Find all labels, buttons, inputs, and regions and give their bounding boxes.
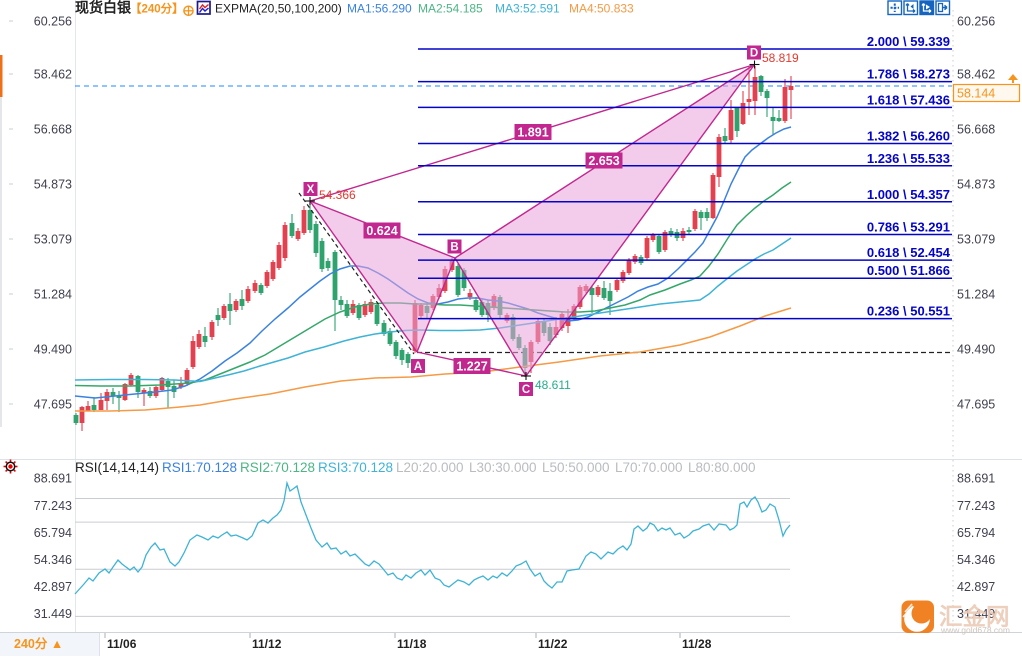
svg-text:RSI(14,14,14): RSI(14,14,14) — [75, 460, 159, 475]
svg-text:MA4:50.833: MA4:50.833 — [569, 2, 634, 16]
svg-text:B: B — [450, 242, 458, 254]
svg-text:RSI3:70.128: RSI3:70.128 — [318, 460, 393, 475]
svg-text:11/06: 11/06 — [107, 637, 137, 651]
svg-text:60.256: 60.256 — [957, 15, 995, 29]
svg-text:56.668: 56.668 — [957, 123, 995, 137]
svg-text:现货白银: 现货白银 — [75, 0, 132, 16]
svg-text:EXPMA(20,50,100,200): EXPMA(20,50,100,200) — [215, 2, 342, 16]
svg-text:MA2:54.185: MA2:54.185 — [418, 2, 483, 16]
svg-text:47.695: 47.695 — [957, 398, 995, 412]
svg-text:51.284: 51.284 — [34, 288, 72, 302]
svg-text:www.gold678.com: www.gold678.com — [940, 625, 1010, 635]
svg-text:88.691: 88.691 — [34, 472, 72, 486]
svg-text:汇金网: 汇金网 — [939, 603, 1010, 630]
svg-text:42.897: 42.897 — [957, 580, 995, 594]
svg-text:0.500 \ 51.866: 0.500 \ 51.866 — [867, 263, 950, 278]
svg-text:11/28: 11/28 — [682, 637, 712, 651]
svg-text:240分 ▲: 240分 ▲ — [14, 636, 63, 651]
svg-text:48.611: 48.611 — [535, 378, 571, 392]
svg-text:54.346: 54.346 — [34, 553, 72, 567]
svg-text:RSI1:70.128: RSI1:70.128 — [162, 460, 237, 475]
svg-text:2.000 \ 59.339: 2.000 \ 59.339 — [867, 34, 950, 49]
svg-text:60.256: 60.256 — [34, 15, 72, 29]
svg-text:88.691: 88.691 — [957, 472, 995, 486]
svg-text:RSI2:70.128: RSI2:70.128 — [240, 460, 315, 475]
svg-text:58.462: 58.462 — [957, 68, 995, 82]
svg-text:65.794: 65.794 — [957, 526, 995, 540]
svg-text:53.079: 53.079 — [34, 233, 72, 247]
svg-text:11/22: 11/22 — [538, 637, 568, 651]
svg-text:1.382 \ 56.260: 1.382 \ 56.260 — [867, 129, 950, 144]
svg-text:11/12: 11/12 — [252, 637, 282, 651]
svg-text:1.000 \ 54.357: 1.000 \ 54.357 — [867, 187, 950, 202]
svg-text:【240分】: 【240分】 — [130, 2, 184, 16]
svg-text:49.490: 49.490 — [957, 343, 995, 357]
svg-text:MA3:52.591: MA3:52.591 — [495, 2, 560, 16]
svg-text:56.668: 56.668 — [34, 123, 72, 137]
svg-text:42.897: 42.897 — [34, 580, 72, 594]
svg-text:77.243: 77.243 — [957, 499, 995, 513]
svg-text:49.490: 49.490 — [34, 343, 72, 357]
svg-text:58.462: 58.462 — [34, 68, 72, 82]
svg-text:54.873: 54.873 — [957, 178, 995, 192]
svg-text:0.236 \ 50.551: 0.236 \ 50.551 — [867, 304, 950, 319]
svg-text:31.449: 31.449 — [957, 607, 995, 621]
svg-text:D: D — [750, 48, 758, 60]
svg-text:54.873: 54.873 — [34, 178, 72, 192]
svg-text:53.079: 53.079 — [957, 233, 995, 247]
svg-text:65.794: 65.794 — [34, 526, 72, 540]
svg-text:11/18: 11/18 — [397, 637, 427, 651]
svg-text:X: X — [307, 184, 315, 196]
svg-text:1.227: 1.227 — [456, 360, 487, 374]
svg-text:54.346: 54.346 — [957, 553, 995, 567]
svg-text:54.366: 54.366 — [319, 188, 356, 202]
svg-text:A: A — [414, 361, 422, 373]
svg-text:1.618 \ 57.436: 1.618 \ 57.436 — [867, 92, 950, 107]
svg-text:58.144: 58.144 — [957, 87, 995, 101]
svg-text:2.653: 2.653 — [588, 154, 619, 168]
svg-text:L20:20.000: L20:20.000 — [396, 460, 464, 475]
svg-text:1.236 \ 55.533: 1.236 \ 55.533 — [867, 151, 950, 166]
svg-text:31.449: 31.449 — [34, 607, 72, 621]
svg-text:0.618 \ 52.454: 0.618 \ 52.454 — [867, 245, 951, 260]
svg-text:47.695: 47.695 — [34, 398, 72, 412]
svg-text:0.786 \ 53.291: 0.786 \ 53.291 — [867, 220, 950, 235]
svg-text:51.284: 51.284 — [957, 288, 995, 302]
svg-text:L50:50.000: L50:50.000 — [542, 460, 610, 475]
svg-text:L30:30.000: L30:30.000 — [469, 460, 537, 475]
svg-text:0.624: 0.624 — [366, 224, 397, 238]
svg-text:L70:70.000: L70:70.000 — [615, 460, 683, 475]
svg-text:C: C — [522, 384, 530, 396]
svg-text:1.891: 1.891 — [517, 126, 548, 140]
svg-text:MA1:56.290: MA1:56.290 — [347, 2, 412, 16]
svg-text:58.819: 58.819 — [762, 51, 799, 65]
svg-text:L80:80.000: L80:80.000 — [688, 460, 756, 475]
svg-text:1.786 \ 58.273: 1.786 \ 58.273 — [867, 67, 950, 82]
svg-text:77.243: 77.243 — [34, 499, 72, 513]
